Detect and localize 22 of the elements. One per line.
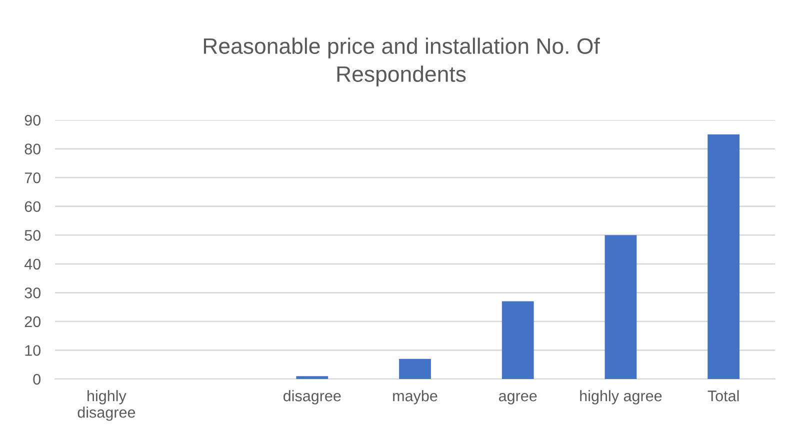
y-tick-label: 90 [24,114,41,126]
x-tick-label: disagree [283,390,341,404]
y-tick-label: 0 [33,374,41,385]
x-tick-label: agree [498,392,537,404]
y-tick-label: 60 [24,201,41,212]
x-tick-label: maybe [393,390,438,404]
y-tick-label: 10 [25,345,41,356]
bar [604,235,637,379]
bar [296,376,328,379]
chart-title: Reasonable price and installation No. Of Respondents [204,38,600,86]
y-tick-label: 40 [24,258,41,270]
y-tick-label: 30 [24,288,41,298]
bar [708,134,740,379]
y-tick-label: 80 [24,144,41,154]
x-tick-label: highly agree [580,390,662,404]
bar [502,301,534,379]
y-tick-label: 50 [24,230,41,241]
y-tick-label: 20 [24,316,41,328]
bar [399,358,431,379]
y-tick-label: 70 [24,172,41,184]
x-tick-label: highly disagree [78,390,136,421]
x-tick-label: Total [708,390,739,402]
